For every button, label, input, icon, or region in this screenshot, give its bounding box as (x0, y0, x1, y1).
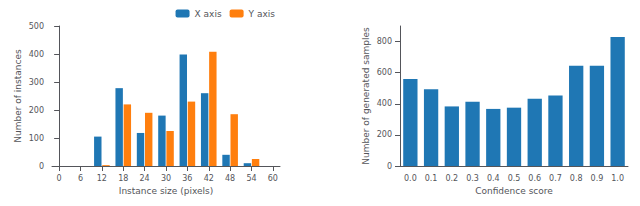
svg-text:0.8: 0.8 (570, 174, 583, 183)
svg-text:0.3: 0.3 (466, 174, 479, 183)
svg-text:0: 0 (39, 162, 44, 171)
svg-text:100: 100 (29, 134, 44, 143)
svg-text:Instance size (pixels): Instance size (pixels) (119, 186, 213, 196)
svg-text:1.0: 1.0 (611, 174, 624, 183)
svg-text:X axis: X axis (195, 9, 222, 19)
svg-text:0.5: 0.5 (508, 174, 521, 183)
svg-text:0.2: 0.2 (445, 174, 458, 183)
svg-text:0.9: 0.9 (591, 174, 604, 183)
svg-text:42: 42 (204, 174, 214, 183)
svg-text:200: 200 (29, 106, 44, 115)
svg-text:36: 36 (182, 174, 192, 183)
svg-text:0: 0 (387, 162, 392, 171)
svg-text:400: 400 (29, 50, 44, 59)
svg-text:200: 200 (377, 130, 392, 139)
svg-text:24: 24 (140, 174, 150, 183)
svg-text:Y axis: Y axis (248, 9, 276, 19)
svg-text:0.1: 0.1 (425, 174, 438, 183)
svg-text:500: 500 (29, 22, 44, 31)
svg-text:0.6: 0.6 (528, 174, 541, 183)
svg-text:0.0: 0.0 (404, 174, 417, 183)
svg-text:18: 18 (118, 174, 128, 183)
svg-text:0: 0 (57, 174, 62, 183)
svg-text:300: 300 (29, 78, 44, 87)
svg-text:0.7: 0.7 (549, 174, 562, 183)
svg-text:Number of generated samples: Number of generated samples (361, 27, 371, 165)
svg-text:12: 12 (97, 174, 107, 183)
svg-text:800: 800 (377, 37, 392, 46)
svg-text:54: 54 (246, 174, 256, 183)
svg-text:0.4: 0.4 (487, 174, 500, 183)
svg-text:48: 48 (225, 174, 235, 183)
svg-text:Number of instances: Number of instances (13, 49, 23, 143)
svg-text:6: 6 (78, 174, 83, 183)
svg-text:30: 30 (161, 174, 171, 183)
svg-text:600: 600 (377, 68, 392, 77)
svg-text:60: 60 (268, 174, 278, 183)
svg-text:400: 400 (377, 99, 392, 108)
svg-text:Confidence score: Confidence score (475, 186, 553, 196)
